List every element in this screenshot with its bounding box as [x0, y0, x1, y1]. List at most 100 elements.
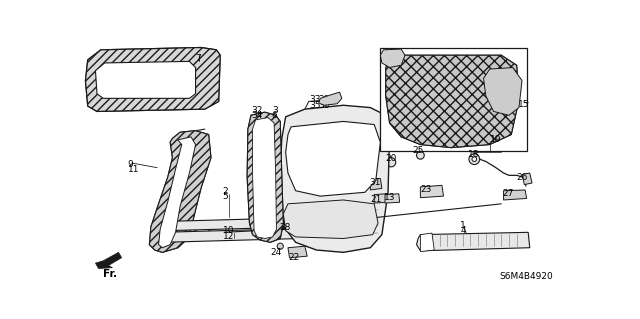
Polygon shape — [163, 217, 330, 231]
Circle shape — [178, 225, 182, 229]
Text: 2: 2 — [223, 187, 228, 196]
Polygon shape — [371, 178, 382, 190]
Circle shape — [263, 189, 267, 193]
Polygon shape — [484, 68, 522, 115]
Circle shape — [236, 222, 239, 226]
Text: 9: 9 — [128, 160, 134, 169]
Circle shape — [263, 127, 267, 131]
Polygon shape — [284, 200, 378, 239]
Circle shape — [276, 230, 281, 234]
Circle shape — [305, 222, 308, 226]
Polygon shape — [374, 194, 387, 203]
Circle shape — [291, 230, 294, 234]
Circle shape — [178, 148, 182, 152]
Circle shape — [236, 230, 239, 234]
Polygon shape — [159, 137, 196, 248]
Text: 34: 34 — [251, 111, 262, 121]
Polygon shape — [386, 55, 519, 148]
Polygon shape — [385, 194, 399, 203]
PathPatch shape — [386, 55, 519, 148]
Circle shape — [469, 154, 480, 165]
Text: 25: 25 — [413, 146, 424, 155]
Polygon shape — [504, 190, 527, 200]
Circle shape — [194, 230, 198, 234]
Text: 10: 10 — [223, 226, 234, 235]
Circle shape — [178, 163, 182, 168]
PathPatch shape — [149, 131, 211, 252]
Circle shape — [263, 143, 267, 146]
Text: Fr.: Fr. — [103, 269, 117, 279]
Polygon shape — [163, 228, 330, 242]
Text: 13: 13 — [384, 193, 396, 202]
Polygon shape — [380, 49, 405, 68]
Circle shape — [178, 178, 182, 183]
Text: 31: 31 — [369, 178, 381, 187]
Text: 4: 4 — [460, 226, 466, 235]
Circle shape — [263, 158, 267, 162]
Circle shape — [249, 230, 253, 234]
Text: 7: 7 — [196, 54, 202, 63]
Text: 15: 15 — [518, 100, 530, 109]
Circle shape — [282, 226, 285, 228]
Circle shape — [249, 222, 253, 226]
Circle shape — [277, 243, 284, 249]
Text: 24: 24 — [270, 248, 282, 257]
Circle shape — [276, 222, 281, 226]
Polygon shape — [149, 131, 211, 252]
Circle shape — [194, 222, 198, 226]
Circle shape — [278, 227, 283, 232]
Polygon shape — [420, 233, 435, 252]
Polygon shape — [285, 122, 380, 196]
Text: 11: 11 — [128, 165, 140, 174]
Circle shape — [207, 222, 211, 226]
Polygon shape — [86, 48, 220, 111]
Text: 20: 20 — [386, 154, 397, 163]
Polygon shape — [380, 48, 527, 152]
Circle shape — [422, 241, 426, 244]
Text: 21: 21 — [371, 195, 381, 204]
Polygon shape — [288, 246, 307, 258]
Polygon shape — [280, 105, 390, 252]
Text: 19: 19 — [490, 135, 501, 144]
Text: S6M4B4920: S6M4B4920 — [500, 271, 554, 281]
Text: 1: 1 — [460, 221, 466, 230]
Polygon shape — [95, 252, 122, 269]
Circle shape — [291, 222, 294, 226]
Circle shape — [207, 230, 211, 234]
Text: 5: 5 — [223, 192, 228, 201]
Polygon shape — [95, 61, 196, 98]
Text: 32: 32 — [251, 106, 262, 115]
Text: 30: 30 — [319, 101, 330, 110]
Circle shape — [180, 222, 184, 226]
Circle shape — [263, 230, 267, 234]
Circle shape — [178, 209, 182, 214]
Polygon shape — [253, 118, 276, 239]
Text: 22: 22 — [288, 253, 300, 262]
Text: 23: 23 — [420, 185, 432, 194]
Text: 17: 17 — [495, 80, 507, 89]
Circle shape — [472, 157, 477, 161]
Circle shape — [221, 222, 225, 226]
Text: 16: 16 — [384, 49, 396, 58]
Circle shape — [263, 174, 267, 177]
Circle shape — [417, 152, 424, 159]
PathPatch shape — [247, 112, 284, 242]
Text: 33: 33 — [310, 95, 321, 104]
Circle shape — [387, 158, 396, 167]
Text: 18: 18 — [468, 150, 479, 159]
Text: 35: 35 — [310, 101, 321, 110]
Circle shape — [263, 204, 267, 208]
Circle shape — [280, 223, 287, 231]
Polygon shape — [420, 185, 444, 198]
Circle shape — [318, 230, 322, 234]
Polygon shape — [247, 112, 284, 242]
Circle shape — [305, 230, 308, 234]
Circle shape — [221, 230, 225, 234]
Text: 26: 26 — [516, 173, 528, 182]
Text: 29: 29 — [319, 95, 330, 104]
Text: 28: 28 — [280, 223, 291, 232]
Circle shape — [263, 222, 267, 226]
Text: 6: 6 — [272, 111, 278, 121]
Text: 27: 27 — [503, 189, 514, 198]
Circle shape — [178, 194, 182, 198]
